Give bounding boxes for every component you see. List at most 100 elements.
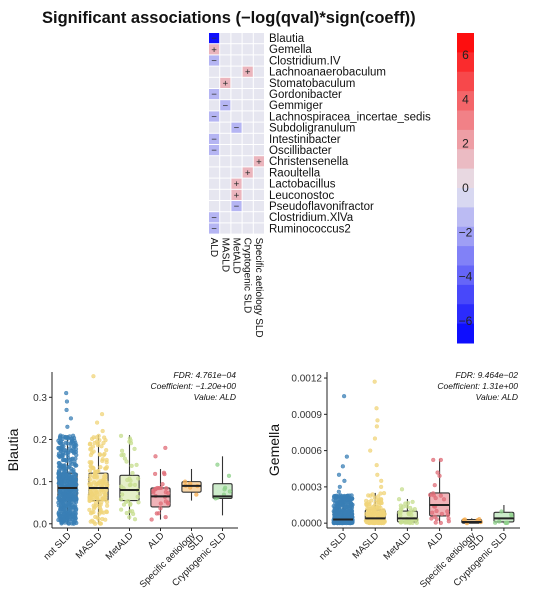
data-point <box>98 521 103 526</box>
heatmap-cell <box>220 212 231 223</box>
heatmap-sign: − <box>223 101 229 111</box>
heatmap-row-label: Ruminococcus2 <box>269 223 351 235</box>
data-point <box>119 448 125 453</box>
data-point <box>72 450 77 455</box>
heatmap-cell <box>242 111 253 122</box>
heatmap-cell <box>220 33 231 44</box>
stats-annotation: Coefficient: 1.31e+00 <box>437 381 518 391</box>
data-point <box>59 464 64 469</box>
x-category-label: not SLD <box>317 530 349 562</box>
data-point <box>97 480 102 485</box>
colorbar-step <box>457 168 474 189</box>
heatmap-cell <box>231 77 242 88</box>
data-point <box>57 497 62 502</box>
data-point <box>132 517 138 522</box>
data-point <box>136 476 141 481</box>
data-point <box>68 442 74 447</box>
heatmap-row-label: Blautia <box>269 33 305 45</box>
data-point <box>136 500 141 505</box>
data-point <box>124 459 129 464</box>
outlier-point <box>100 428 105 434</box>
heatmap-cell <box>253 189 264 200</box>
heatmap-title: Significant associations (−log(qval)*sig… <box>42 9 416 27</box>
data-point <box>163 515 168 520</box>
outlier-point <box>374 424 379 429</box>
data-point <box>130 470 135 476</box>
heatmap-sign: + <box>245 68 251 78</box>
heatmap-cell <box>253 122 264 133</box>
heatmap-cell <box>231 178 242 189</box>
heatmap-sign: + <box>245 169 251 179</box>
heatmap-cell <box>209 201 220 212</box>
data-point <box>161 470 167 475</box>
colorbar-step <box>457 71 474 92</box>
data-point <box>223 485 228 490</box>
data-point <box>94 489 99 494</box>
data-point <box>124 510 129 516</box>
data-point <box>73 456 78 461</box>
outlier-point <box>336 489 341 494</box>
data-point <box>56 468 62 473</box>
colorbar-step <box>457 149 474 170</box>
outlier-point <box>379 484 384 489</box>
data-point <box>493 520 498 525</box>
data-point <box>87 468 93 473</box>
colorbar-step <box>457 91 474 111</box>
data-point <box>376 494 381 499</box>
data-point <box>398 520 403 525</box>
heatmap-cell <box>253 167 264 178</box>
heatmap-cell <box>253 156 264 167</box>
y-tick-label: 0.0000 <box>291 519 322 530</box>
data-point <box>151 488 156 494</box>
outlier-point <box>68 416 74 421</box>
outlier-point <box>163 445 168 450</box>
data-point <box>378 497 384 502</box>
heatmap-column-label: Specific aetiology SLD <box>253 238 264 338</box>
heatmap-cell <box>231 156 242 167</box>
data-point <box>88 452 93 458</box>
colorbar-step <box>457 52 474 73</box>
data-point <box>128 438 133 443</box>
data-point <box>166 501 171 506</box>
heatmap-cell <box>220 167 231 178</box>
heatmap-cell <box>220 55 231 66</box>
data-point <box>396 497 402 502</box>
heatmap-cell <box>231 89 242 100</box>
heatmap-cell <box>231 212 242 223</box>
colorbar-tick-label: 2 <box>462 137 469 151</box>
data-point <box>103 497 108 502</box>
heatmap-cell <box>231 201 242 212</box>
heatmap-cell <box>209 55 220 66</box>
data-point <box>97 452 102 457</box>
data-point <box>71 505 76 510</box>
heatmap-cell <box>220 223 231 234</box>
outlier-point <box>399 487 405 492</box>
y-tick-label: 0.3 <box>33 393 47 404</box>
data-point <box>96 468 101 474</box>
data-point <box>129 463 134 468</box>
data-point <box>194 492 199 497</box>
heatmap-cell <box>253 212 264 223</box>
heatmap-row-label: Gemella <box>269 44 312 56</box>
heatmap-cell <box>253 100 264 111</box>
data-point <box>505 520 510 525</box>
data-point <box>405 500 411 506</box>
data-point <box>58 478 63 483</box>
data-point <box>74 482 79 487</box>
data-point <box>132 446 137 451</box>
data-point <box>336 504 341 509</box>
heatmap-row-label: Raoultella <box>269 167 321 179</box>
data-point <box>128 482 133 487</box>
data-point <box>70 461 75 466</box>
heatmap-cell <box>253 145 264 156</box>
heatmap-cell <box>242 201 253 212</box>
heatmap-cell <box>209 100 220 111</box>
heatmap-sign: − <box>211 225 217 235</box>
outlier-point <box>374 406 379 411</box>
colorbar-step <box>457 33 474 53</box>
x-category-label: MASLD <box>350 530 381 561</box>
data-point <box>97 503 102 508</box>
outlier-point <box>342 478 347 483</box>
data-point <box>72 442 78 447</box>
y-tick-label: 0.0009 <box>291 410 322 421</box>
